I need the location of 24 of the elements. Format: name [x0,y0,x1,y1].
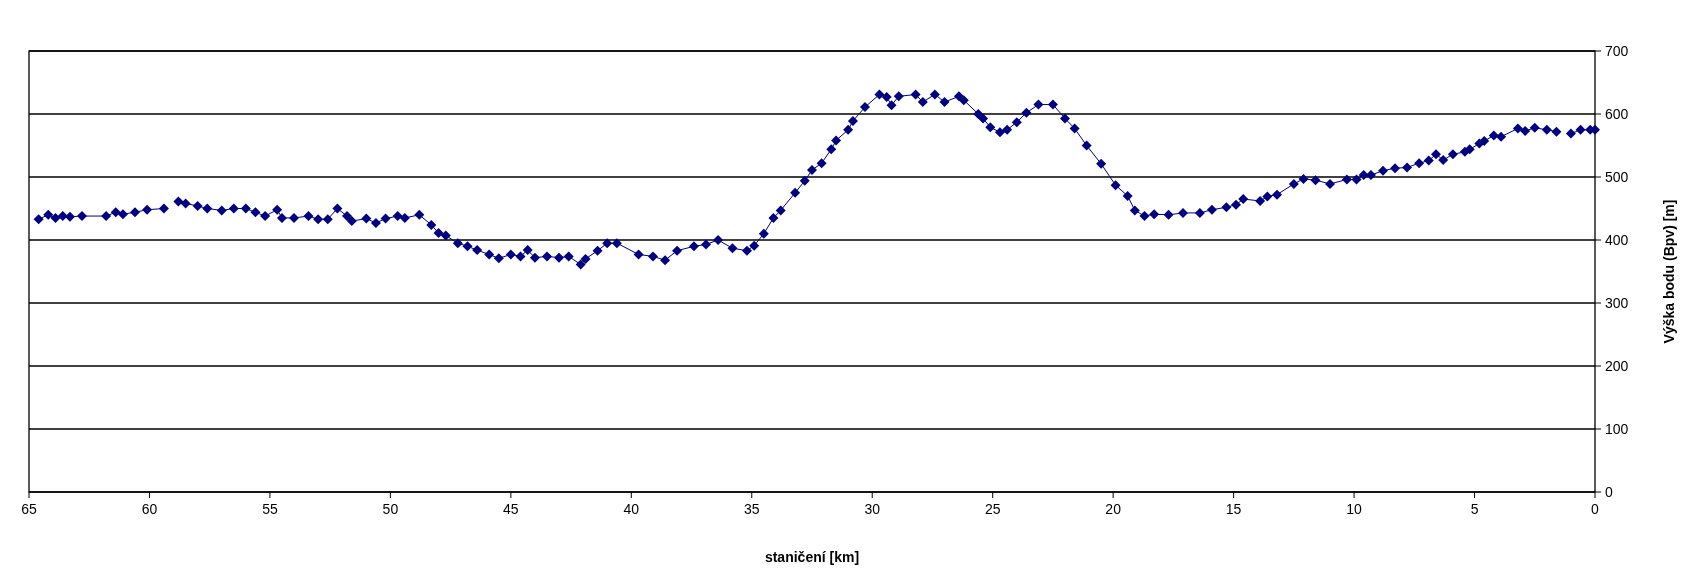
y-axis-title: Výška bodu (Bpv) [m] [1661,199,1677,344]
x-tick-label: 20 [1105,501,1122,517]
x-tick-label: 60 [141,501,158,517]
x-tick-label: 40 [623,501,640,517]
y-tick-label: 200 [1605,358,1629,374]
y-tick-label: 100 [1605,421,1629,437]
y-tick-label: 700 [1605,43,1629,59]
y-tick-label: 400 [1605,232,1629,248]
y-tick-label: 600 [1605,106,1629,122]
x-tick-label: 0 [1591,501,1600,517]
x-tick-label: 35 [743,501,760,517]
x-tick-label: 10 [1346,501,1363,517]
x-tick-label: 5 [1470,501,1479,517]
x-tick-label: 45 [503,501,519,517]
y-tick-label: 300 [1605,295,1629,311]
x-tick-label: 50 [382,501,399,517]
x-tick-label: 25 [984,501,1001,517]
y-tick-label: 0 [1605,484,1613,500]
y-tick-label: 500 [1605,169,1629,185]
x-tick-label: 65 [21,501,37,517]
x-tick-label: 15 [1225,501,1242,517]
x-axis-title: staničení [km] [764,549,860,565]
x-tick-label: 55 [262,501,278,517]
x-tick-label: 30 [864,501,881,517]
